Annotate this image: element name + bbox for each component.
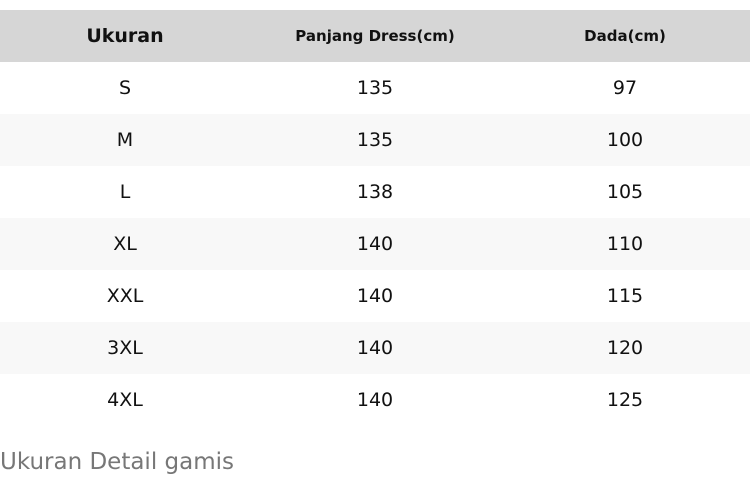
cell-chest: 110	[500, 218, 750, 270]
cell-dress-length: 135	[250, 114, 500, 166]
cell-chest: 105	[500, 166, 750, 218]
table-row: M 135 100	[0, 114, 750, 166]
cell-dress-length: 140	[250, 218, 500, 270]
cell-size: L	[0, 166, 250, 218]
cell-chest: 125	[500, 374, 750, 426]
cell-chest: 97	[500, 62, 750, 114]
cell-size: S	[0, 62, 250, 114]
cell-size: 4XL	[0, 374, 250, 426]
cell-dress-length: 140	[250, 270, 500, 322]
cell-size: XXL	[0, 270, 250, 322]
cell-dress-length: 135	[250, 62, 500, 114]
cell-dress-length: 140	[250, 322, 500, 374]
cell-size: M	[0, 114, 250, 166]
table-header: Ukuran Panjang Dress(cm) Dada(cm)	[0, 10, 750, 62]
column-header-chest: Dada(cm)	[500, 10, 750, 62]
cell-size: XL	[0, 218, 250, 270]
table-caption: Ukuran Detail gamis	[0, 449, 234, 475]
table-row: L 138 105	[0, 166, 750, 218]
size-chart-table: Ukuran Panjang Dress(cm) Dada(cm) S 135 …	[0, 10, 750, 426]
table-row: 4XL 140 125	[0, 374, 750, 426]
cell-chest: 115	[500, 270, 750, 322]
column-header-dress-length: Panjang Dress(cm)	[250, 10, 500, 62]
table-row: 3XL 140 120	[0, 322, 750, 374]
cell-chest: 120	[500, 322, 750, 374]
cell-chest: 100	[500, 114, 750, 166]
table-body: S 135 97 M 135 100 L 138 105 XL 140 110 …	[0, 62, 750, 426]
table-row: XXL 140 115	[0, 270, 750, 322]
column-header-size: Ukuran	[0, 10, 250, 62]
cell-dress-length: 140	[250, 374, 500, 426]
header-row: Ukuran Panjang Dress(cm) Dada(cm)	[0, 10, 750, 62]
table-row: S 135 97	[0, 62, 750, 114]
cell-size: 3XL	[0, 322, 250, 374]
table-row: XL 140 110	[0, 218, 750, 270]
cell-dress-length: 138	[250, 166, 500, 218]
